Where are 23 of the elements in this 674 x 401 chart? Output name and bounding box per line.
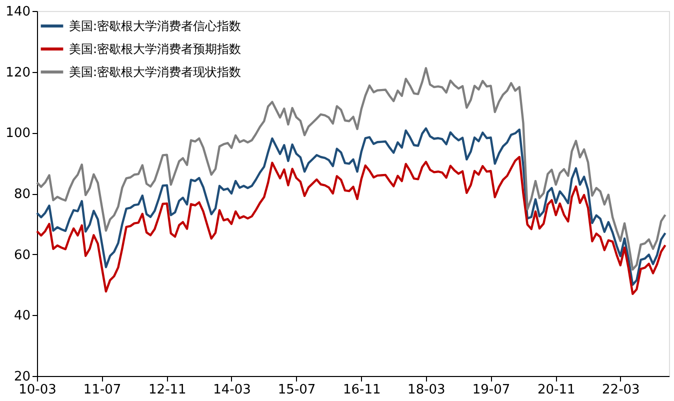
y-tick-label: 120: [6, 65, 30, 80]
legend-label: 美国:密歇根大学消费者现状指数: [69, 65, 242, 79]
x-tick-label: 15-07: [278, 382, 316, 398]
x-tick-label: 20-11: [537, 382, 576, 398]
x-tick-label: 14-03: [213, 382, 251, 398]
legend-label: 美国:密歇根大学消费者信心指数: [69, 19, 242, 33]
y-tick-label: 40: [14, 308, 30, 324]
y-tick-label: 140: [6, 4, 30, 20]
y-tick-label: 20: [14, 370, 30, 384]
x-tick-label: 18-03: [408, 382, 446, 398]
x-tick-label: 12-11: [148, 382, 186, 398]
x-tick-label: 19-07: [472, 382, 510, 398]
y-tick-label: 60: [14, 248, 30, 263]
line-series: [36, 127, 666, 286]
line-series: [36, 156, 666, 295]
x-tick-label: 16-11: [342, 382, 381, 398]
x-tick-label: 22-03: [602, 382, 640, 398]
x-tick-label: 11-07: [83, 382, 122, 398]
line-series: [36, 67, 666, 271]
legend-label: 美国:密歇根大学消费者预期指数: [69, 42, 242, 56]
x-tick-label: 10-03: [18, 382, 56, 398]
y-tick-label: 100: [6, 126, 30, 142]
y-tick-label: 80: [14, 187, 30, 202]
